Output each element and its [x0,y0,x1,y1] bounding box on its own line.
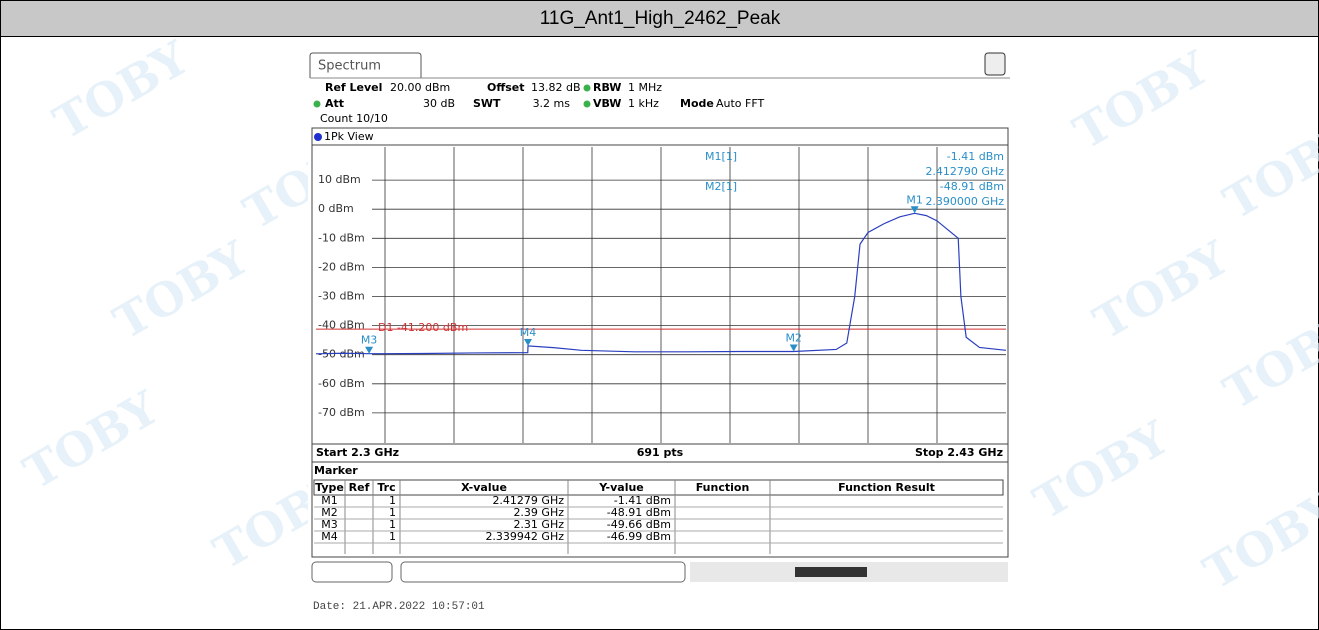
column-header: Y-value [598,481,644,494]
cell: M3 [321,518,338,531]
table-header [313,479,1004,496]
cell: 1 [389,506,396,519]
cell: -49.66 dBm [607,518,671,531]
status-box [311,561,393,583]
y-tick-label: 0 dBm [318,202,354,215]
setting-name: Mode [680,97,714,110]
readout-name: M1[1] [705,150,737,163]
setting-value: 1 kHz [628,97,659,110]
setting-value: 20.00 dBm [390,81,450,94]
setting-value: 30 dB [423,97,455,110]
view-label: 1Pk View [324,130,374,143]
y-tick-label: -70 dBm [318,406,365,419]
cell: 2.31 GHz [513,518,564,531]
column-header: Type [315,481,344,494]
y-tick-label: -40 dBm [318,319,365,332]
column-header: Ref [349,481,370,494]
column-header: Function [696,481,750,494]
setting-value: Auto FFT [716,97,764,110]
tab [309,52,422,78]
marker-table: Type Ref Trc X-value Y-value Function Function… [313,479,1004,554]
tab-label: Spectrum [318,59,381,74]
setting-name: Att [325,97,344,110]
date: Date: 21.APR.2022 10:57:01 [313,601,485,613]
readout-value: -48.91 dBm [940,180,1004,193]
plot-frame [311,127,1009,463]
column-header: Trc [377,481,395,494]
stop-freq: Stop 2.43 GHz [915,446,1003,459]
column-header: Function Result [838,481,935,494]
setting-value: 1 MHz [628,81,662,94]
cell: 2.41279 GHz [492,494,564,507]
start-freq: Start 2.3 GHz [316,446,399,459]
setting-name: SWT [473,97,501,110]
cell: 1 [389,494,396,507]
readout-value: -1.41 dBm [947,150,1004,163]
progress [795,567,867,577]
readout-name: M2[1] [705,180,737,193]
setting-name: Offset [487,81,525,94]
marker-label: M1 [906,193,923,206]
y-tick-label: 10 dBm [318,173,361,186]
setting-value: 13.82 dB [531,81,581,94]
marker-label: M4 [520,326,537,339]
cell: -1.41 dBm [614,494,671,507]
setting-name: RBW [593,81,621,94]
setting-name: Ref Level [325,81,382,94]
cell: M1 [321,494,338,507]
points: 691 pts [637,446,684,459]
cell: -48.91 dBm [607,506,671,519]
title: 11G_Ant1_High_2462_Peak [540,8,781,29]
marker-label: M3 [361,334,378,347]
y-tick-label: -50 dBm [318,348,365,361]
status-dot [313,100,321,108]
marker-table-frame [311,461,1009,558]
marker-title: Marker [314,464,358,477]
y-tick-label: -60 dBm [318,377,365,390]
cell: -46.99 dBm [607,530,671,543]
icon [984,52,1006,76]
column-header: X-value [461,481,507,494]
count: Count 10/10 [320,112,388,125]
y-tick-label: -10 dBm [318,231,365,244]
setting-value: 3.2 ms [533,97,571,110]
plot: 10 dBm 0 dBm -10 dBm -20 dBm -30 dBm -40 dBm -… [315,147,1007,443]
cell: 2.339942 GHz [485,530,564,543]
marker [523,338,532,346]
y-tick-label: -30 dBm [318,290,365,303]
view-dot [314,133,322,141]
cell: 2.39 GHz [513,506,564,519]
readout-freq: 2.412790 GHz [925,165,1004,178]
status-box [400,561,686,583]
display-line-label: D1 -41.200 dBm [378,321,468,334]
marker-label: M2 [785,332,802,345]
cell: 1 [389,530,396,543]
status-dot [583,100,591,108]
marker [789,344,798,352]
marker [365,346,374,354]
y-tick-label: -20 dBm [318,260,365,273]
status-dot [583,84,591,92]
cell: M2 [321,506,338,519]
readout-freq: 2.390000 GHz [925,195,1004,208]
setting-name: VBW [593,97,621,110]
marker [910,206,919,214]
trace [315,212,1007,355]
cell: M4 [321,530,338,543]
cell: 1 [389,518,396,531]
